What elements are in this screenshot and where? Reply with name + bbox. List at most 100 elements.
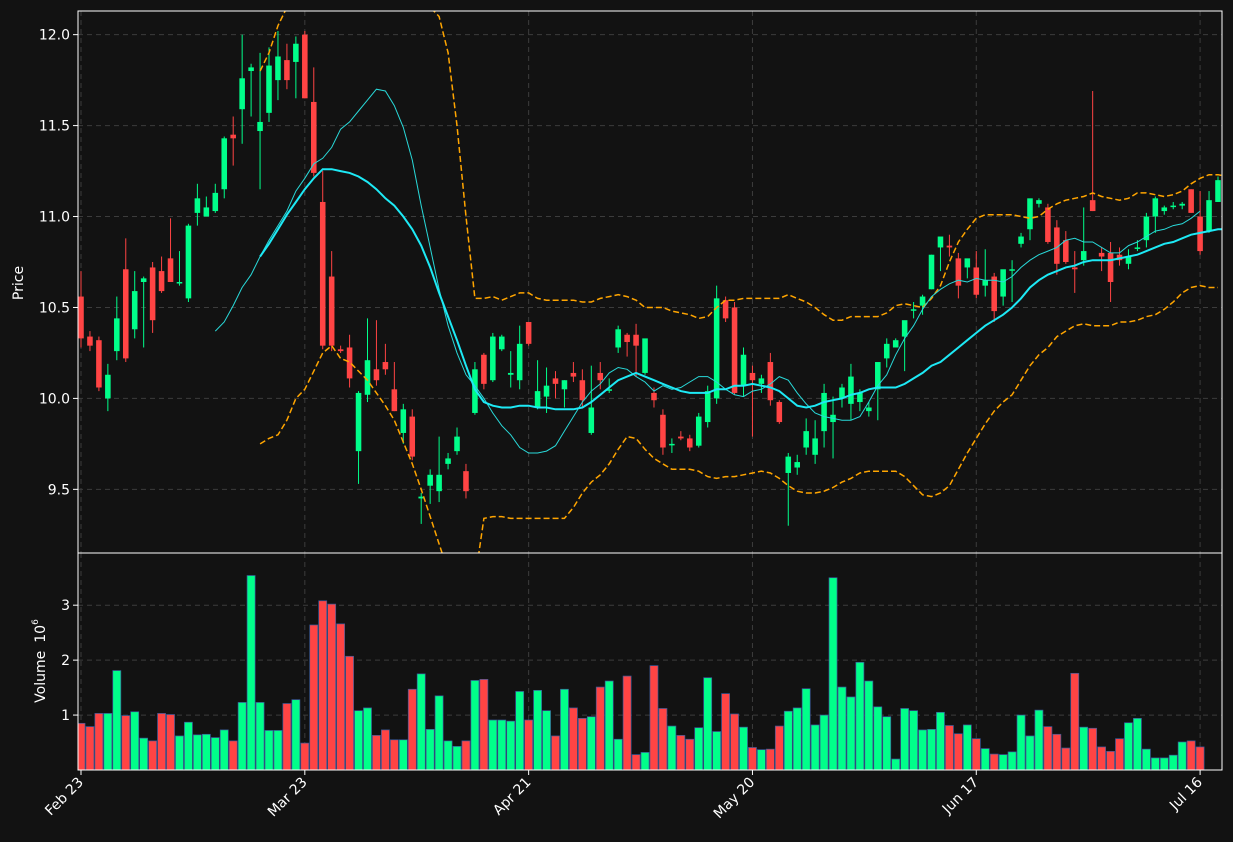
volume-bar	[381, 729, 390, 770]
volume-bar	[130, 711, 140, 770]
volume-bar	[219, 729, 229, 770]
price-tick-label: 11.0	[39, 210, 70, 226]
candle-body	[382, 362, 389, 370]
candle-body	[910, 309, 917, 311]
candle-body	[114, 318, 120, 352]
volume-bar	[354, 710, 363, 770]
candle-body	[821, 392, 827, 432]
candle-body	[776, 402, 783, 423]
candle-body	[875, 362, 881, 390]
candle-body	[239, 78, 245, 110]
volume-bar	[184, 721, 193, 770]
volume-bar	[828, 577, 838, 770]
volume-bar	[157, 713, 166, 770]
volume-bar	[1133, 718, 1142, 770]
volume-bar	[542, 710, 551, 770]
candle-body	[212, 192, 219, 212]
candle-body	[946, 245, 953, 248]
price-tick-label: 11.5	[39, 119, 70, 135]
candle-body	[1134, 247, 1141, 249]
indicator-lines	[214, 11, 1222, 553]
candle-body	[266, 65, 272, 113]
volume-bar	[1079, 726, 1089, 770]
candle-body	[660, 414, 666, 448]
candle-body	[534, 391, 541, 408]
candle-body	[310, 101, 317, 173]
candle-body	[785, 456, 792, 473]
volume-bar	[694, 727, 704, 770]
volume-bar	[640, 752, 650, 770]
volume-bar	[703, 677, 713, 770]
candle-body	[892, 340, 899, 348]
volume-bar	[336, 623, 346, 770]
volume-bar	[998, 754, 1008, 770]
volume-tick-label: 1	[61, 708, 70, 724]
volume-bar	[425, 728, 435, 770]
candle-body	[516, 343, 523, 381]
volume-panel-frame	[77, 552, 1223, 771]
volume-bar	[801, 688, 811, 770]
candle-body	[687, 438, 693, 448]
candle-body	[552, 378, 559, 384]
candle-body	[695, 416, 702, 446]
volume-bar	[416, 673, 426, 770]
volume-bar	[121, 715, 131, 770]
candle-body	[122, 269, 129, 359]
candle-body	[176, 282, 183, 284]
volume-bar	[300, 742, 310, 770]
volume-bar	[94, 713, 104, 770]
candle-body	[866, 407, 872, 412]
candle-body	[149, 267, 156, 321]
candle-body	[1089, 200, 1096, 212]
volume-bar	[739, 726, 748, 770]
candle-body	[445, 458, 451, 464]
candle-body	[928, 254, 935, 290]
volume-bar	[1141, 748, 1151, 770]
volume-bar	[255, 702, 265, 770]
volume-bar	[327, 603, 337, 770]
volume-bar	[363, 707, 372, 770]
candle-body	[857, 392, 863, 403]
candle-body	[588, 407, 595, 433]
candle-body	[1143, 216, 1150, 241]
volume-bar	[971, 738, 981, 770]
candle-body	[982, 280, 989, 286]
candle-body	[427, 474, 433, 486]
volume-bar	[1034, 709, 1044, 770]
volume-bar	[1177, 741, 1187, 770]
volume-bar	[515, 691, 525, 770]
candle-body	[579, 380, 586, 401]
candlesticks	[78, 31, 1221, 526]
volume-bar	[1070, 672, 1080, 770]
volume-bar	[837, 686, 847, 770]
candle-body	[409, 416, 416, 457]
candle-body	[499, 336, 505, 350]
volume-bar	[676, 735, 686, 770]
volume-bar	[595, 686, 605, 770]
volume-bar	[434, 695, 444, 770]
candle-body	[839, 387, 845, 399]
volume-bar	[1159, 757, 1169, 770]
volume-bar	[873, 706, 883, 770]
volume-bar	[631, 754, 641, 770]
volume-bar	[461, 740, 471, 770]
volume-bar	[1052, 733, 1062, 770]
volume-bar	[748, 747, 757, 770]
candle-body	[436, 474, 442, 492]
volume-bar	[622, 675, 632, 770]
volume-bar	[551, 735, 560, 770]
volume-bar	[407, 688, 417, 770]
candle-body	[481, 354, 487, 384]
candle-body	[1161, 207, 1168, 212]
candle-body	[257, 121, 263, 132]
volume-bar	[900, 708, 910, 770]
candle-body	[561, 380, 568, 390]
volume-bar	[882, 716, 892, 770]
panel-frames	[77, 10, 1223, 771]
candle-body	[418, 496, 424, 499]
volume-bar	[792, 707, 802, 770]
volume-bar	[470, 680, 480, 770]
volume-bar	[524, 719, 534, 770]
candle-body	[812, 438, 818, 455]
candle-body	[525, 322, 532, 344]
